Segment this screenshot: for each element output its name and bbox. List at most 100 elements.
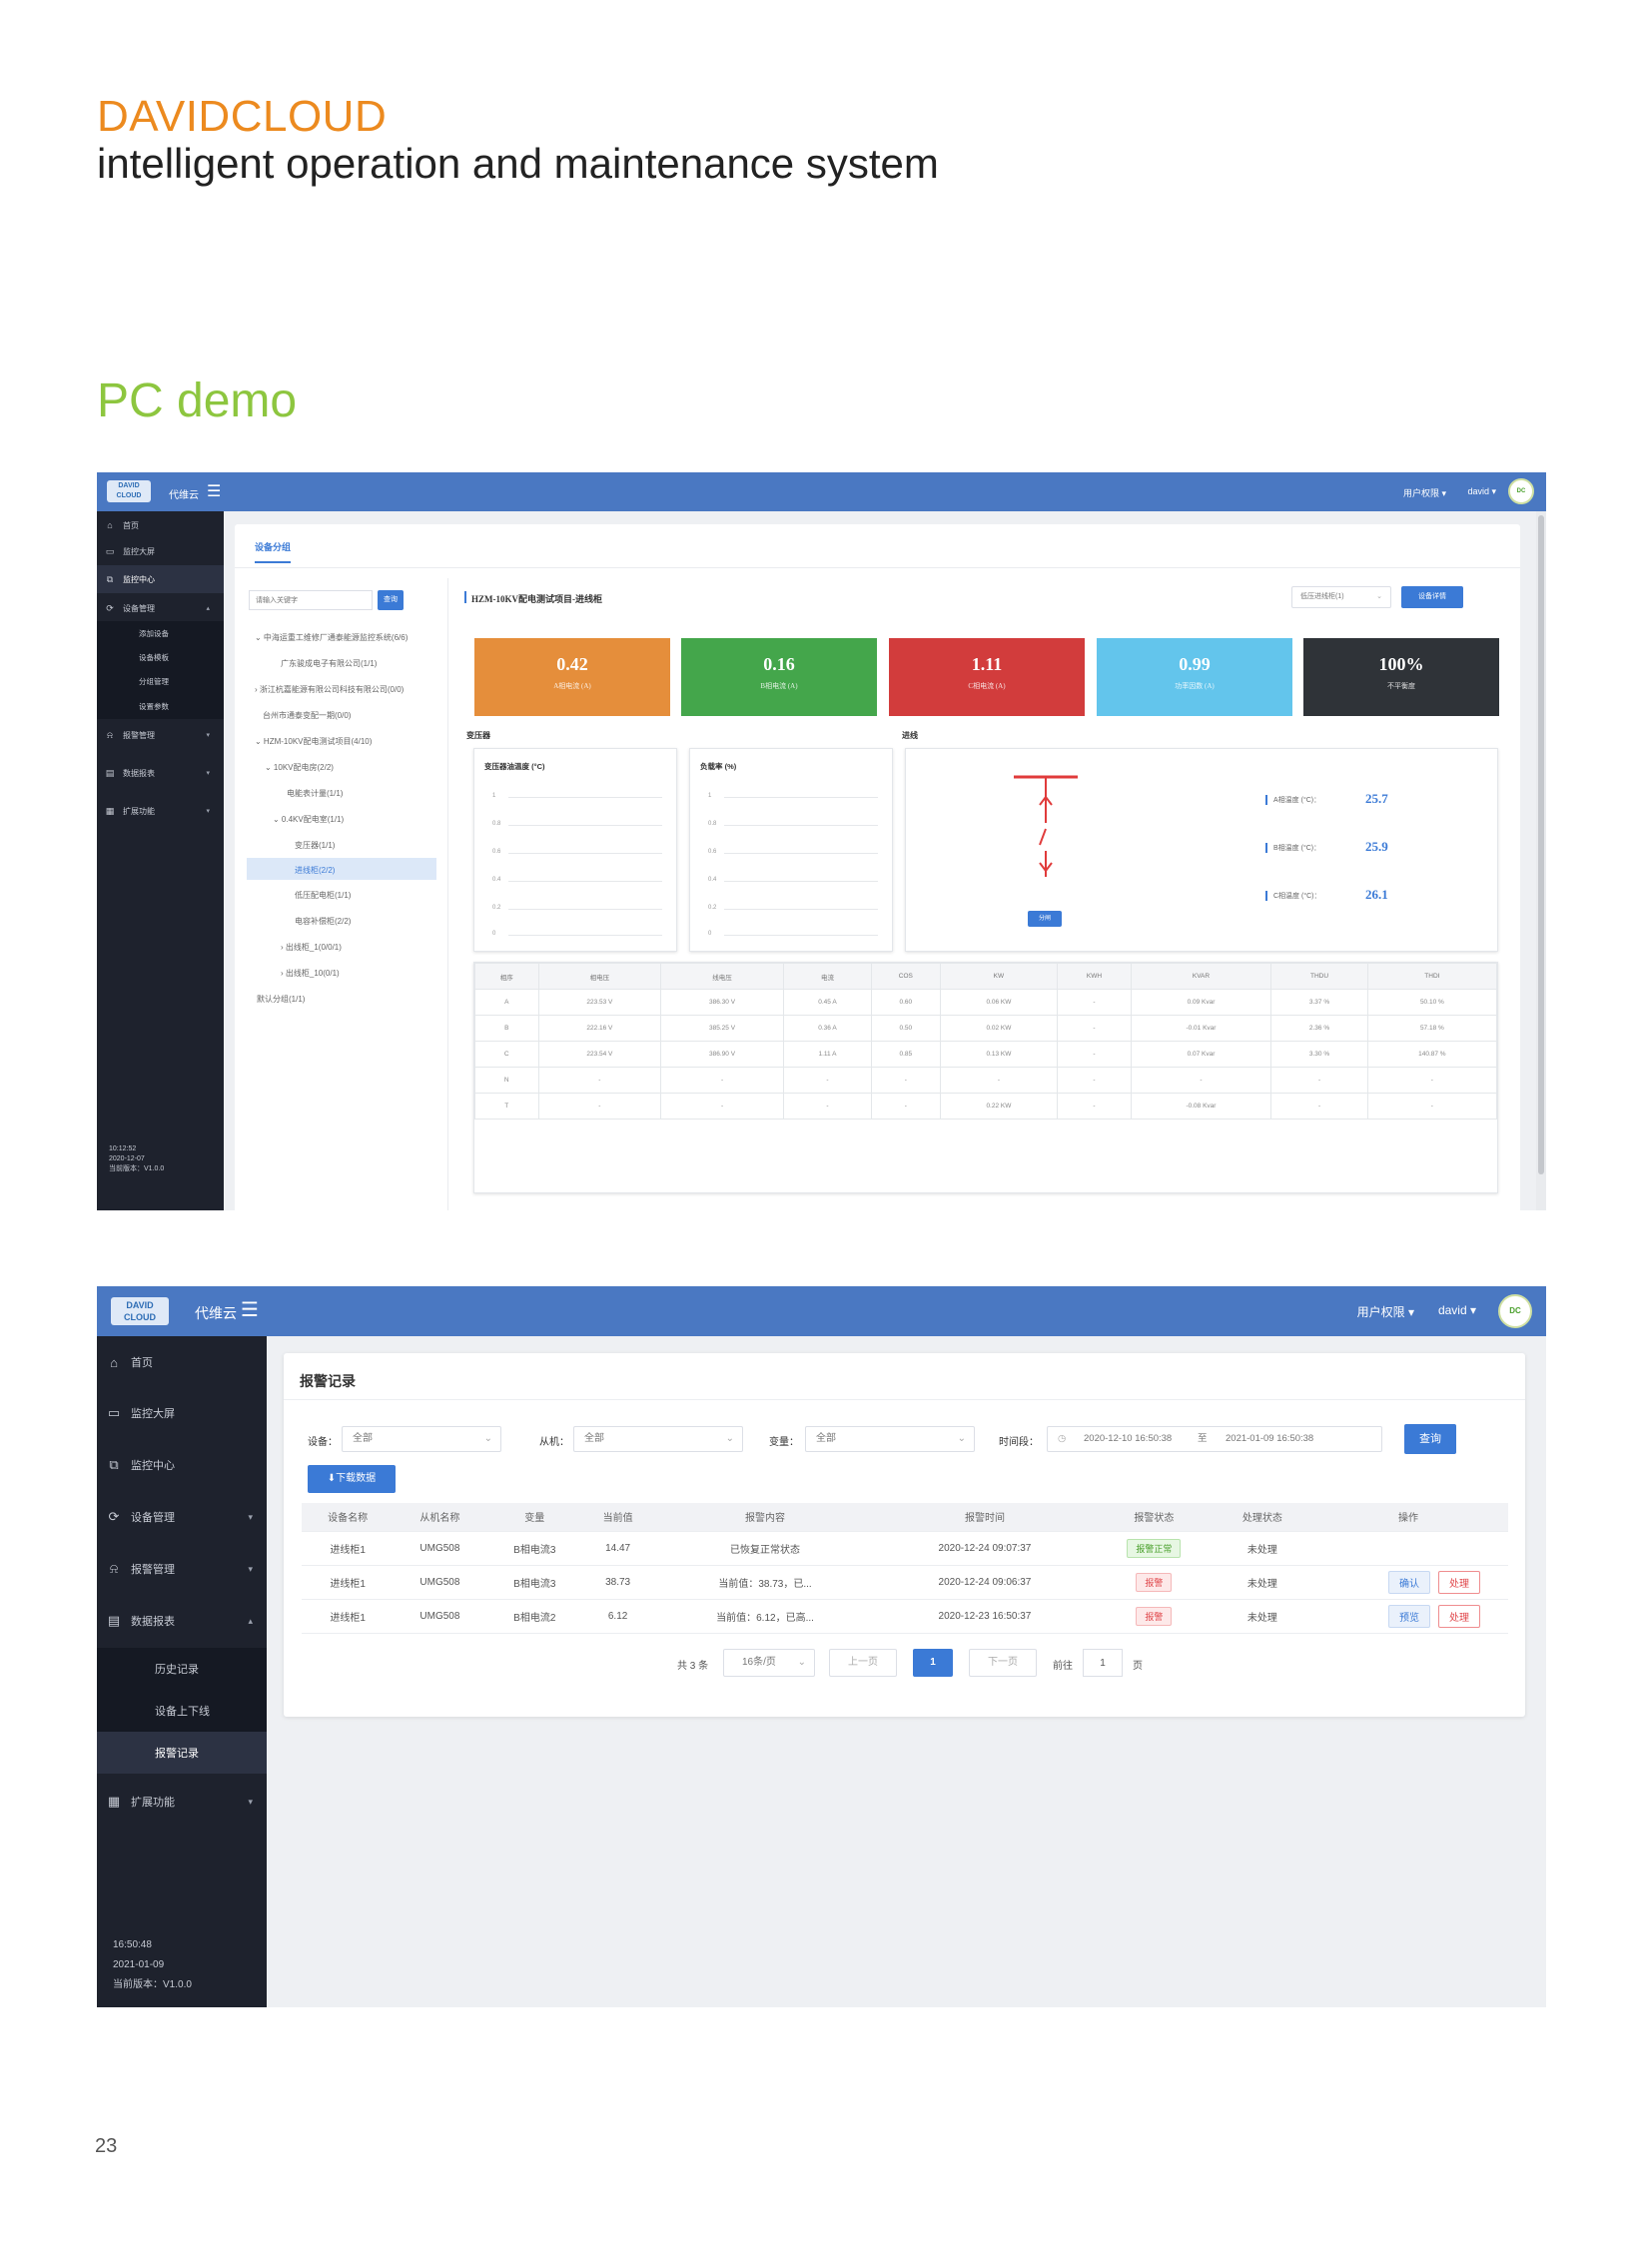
tree-node[interactable]: 低压配电柜(1/1) — [295, 891, 352, 900]
sidebar-sub-group[interactable]: 分组管理 — [97, 669, 224, 693]
sidebar-item-alarms[interactable]: ⍾ 报警管理 ▾ — [97, 1544, 267, 1594]
chevron-down-icon: ⌄ — [725, 1433, 734, 1444]
sidebar-sub-add-device[interactable]: 添加设备 — [97, 621, 224, 645]
sidebar-item-monitor[interactable]: ⧉ 监控中心 — [97, 1440, 267, 1490]
avatar[interactable]: DC — [1508, 478, 1534, 504]
sidebar-item-alarms[interactable]: ⍾ 报警管理 ▾ — [97, 723, 224, 747]
table-cell: 0.07 Kvar — [1130, 1041, 1272, 1068]
sidebar-item-extensions[interactable]: ▦ 扩展功能 ▾ — [97, 1778, 267, 1826]
handle-button[interactable]: 处理 — [1438, 1570, 1480, 1594]
tile-phase-b-current: 0.16 B相电流 (A) — [681, 638, 877, 716]
user-menu[interactable]: david ▾ — [1467, 486, 1496, 496]
tree-node[interactable]: › 出线柜_10(0/1) — [281, 969, 340, 978]
table-header: KVAR — [1130, 963, 1272, 990]
range-separator: 至 — [1198, 1433, 1208, 1444]
scrollbar-thumb[interactable] — [1538, 515, 1544, 1174]
logo[interactable]: DAVID CLOUD — [107, 480, 151, 502]
clock-time: 10:12:52 — [109, 1145, 137, 1152]
tree-node[interactable]: ⌄ 10KV配电房(2/2) — [265, 763, 334, 772]
sidebar-sub-online[interactable]: 设备上下线 — [97, 1690, 267, 1732]
tree-search-input[interactable] — [249, 590, 373, 610]
table-header: KW — [939, 963, 1059, 990]
sidebar-item-home[interactable]: ⌂ 首页 — [97, 513, 224, 537]
sidebar-sub-template[interactable]: 设备模板 — [97, 645, 224, 669]
page-size-select[interactable]: 16条/页 ⌄ — [723, 1649, 815, 1677]
user-permission-menu[interactable]: 用户权限 ▾ — [1402, 488, 1446, 498]
page-button-current[interactable]: 1 — [913, 1649, 953, 1677]
table-cell: 0.85 — [871, 1041, 941, 1068]
table-cell: 223.54 V — [537, 1041, 662, 1068]
tree-node[interactable]: › 浙江杭嘉能源有限公司科技有限公司(0/0) — [255, 685, 405, 694]
table-header: 线电压 — [660, 963, 784, 990]
tree-node[interactable]: ⌄ 0.4KV配电室(1/1) — [273, 815, 345, 824]
download-data-button[interactable]: ⬇下载数据 — [308, 1465, 396, 1493]
table-cell: - — [782, 1067, 873, 1094]
tree-node[interactable]: 台州市通泰变配一期(0/0) — [263, 711, 352, 720]
confirm-button[interactable]: 确认 — [1388, 1570, 1430, 1594]
tab-device-group[interactable]: 设备分组 — [255, 540, 292, 563]
user-menu[interactable]: david ▾ — [1437, 1303, 1476, 1317]
device-filter-select[interactable]: 全部 ⌄ — [342, 1426, 501, 1452]
oil-temp-chart: 变压器油温度 (°C) 1 0.8 0.6 0.4 0.2 0 — [473, 748, 677, 952]
slave-filter-select[interactable]: 全部 ⌄ — [573, 1426, 743, 1452]
query-button[interactable]: 查询 — [1404, 1424, 1456, 1454]
alarm-table: 设备名称 从机名称 变量 当前值 报警内容 报警时间 报警状态 处理状态 操作 … — [302, 1503, 1508, 1634]
chevron-down-icon: ▾ — [206, 808, 210, 815]
tree-node[interactable]: ⌄ HZM-10KV配电测试项目(4/10) — [255, 737, 373, 746]
sidebar-item-devices[interactable]: ⟳ 设备管理 ▴ — [97, 595, 224, 621]
sidebar-item-home[interactable]: ⌂ 首页 — [97, 1338, 267, 1386]
handle-button[interactable]: 处理 — [1438, 1604, 1480, 1628]
y-tick: 0.6 — [492, 849, 501, 855]
tree-node[interactable]: 变压器(1/1) — [295, 841, 336, 850]
sidebar-sub-alarm-records[interactable]: 报警记录 — [97, 1732, 267, 1774]
table-cell: 0.06 KW — [939, 989, 1059, 1016]
tree-node[interactable]: 广东骏成电子有限公司(1/1) — [281, 659, 378, 668]
tree-node[interactable]: › 出线柜_1(0/0/1) — [281, 943, 342, 952]
time-range-picker[interactable]: ◷ 2020-12-10 16:50:38 至 2021-01-09 16:50… — [1047, 1426, 1382, 1452]
sidebar-item-extensions[interactable]: ▦ 扩展功能 ▾ — [97, 799, 224, 823]
table-cell: - — [1057, 1041, 1132, 1068]
sidebar-item-reports[interactable]: ▤ 数据报表 ▴ — [97, 1596, 267, 1646]
prev-page-button[interactable]: 上一页 — [829, 1649, 897, 1677]
table-header: 报警内容 — [652, 1503, 878, 1532]
tree-node[interactable]: ⌄ 中海运重工维修厂通泰能源监控系统(6/6) — [255, 633, 409, 642]
table-cell: - — [939, 1067, 1059, 1094]
scrollbar[interactable] — [1536, 511, 1546, 1210]
end-time[interactable]: 2021-01-09 16:50:38 — [1226, 1433, 1314, 1444]
bell-icon: ⍾ — [107, 729, 113, 740]
panel-title-marker — [464, 591, 466, 603]
user-permission-menu[interactable]: 用户权限 ▾ — [1356, 1305, 1414, 1319]
sidebar-item-reports[interactable]: ▤ 数据报表 ▾ — [97, 761, 224, 785]
table-row: C 223.54 V 386.90 V 1.11 A 0.85 0.13 KW -0.07 … — [474, 1041, 1498, 1068]
hamburger-icon[interactable]: ☰ — [207, 483, 222, 500]
start-time[interactable]: 2020-12-10 16:50:38 — [1084, 1433, 1173, 1444]
logo[interactable]: DAVID CLOUD — [111, 1297, 169, 1325]
variable-filter-select[interactable]: 全部 ⌄ — [805, 1426, 975, 1452]
sidebar-item-devices[interactable]: ⟳ 设备管理 ▾ — [97, 1492, 267, 1542]
section-title: PC demo — [97, 374, 298, 427]
tree-node[interactable]: 电能表计量(1/1) — [287, 789, 344, 798]
status-cell: 报警 — [1092, 1565, 1217, 1600]
breaker-open-button[interactable]: 分闸 — [1028, 911, 1062, 927]
settings-icon: ⟳ — [108, 1509, 120, 1524]
tree-node-selected[interactable]: 进线柜(2/2) — [295, 866, 336, 875]
tree-node[interactable]: 电容补偿柜(2/2) — [295, 917, 352, 926]
confirm-button[interactable]: 预览 — [1388, 1604, 1430, 1628]
goto-page-input[interactable] — [1083, 1649, 1123, 1677]
tree-node[interactable]: 默认分组(1/1) — [257, 995, 306, 1004]
sidebar-item-monitor[interactable]: ⧉ 监控中心 — [97, 565, 224, 593]
table-header: 当前值 — [583, 1503, 653, 1532]
cabinet-select[interactable]: 低压进线柜(1) ⌄ — [1291, 586, 1391, 608]
avatar[interactable]: DC — [1498, 1294, 1532, 1328]
sidebar-item-screen[interactable]: ▭ 监控大屏 — [97, 539, 224, 563]
device-detail-button[interactable]: 设备详情 — [1401, 586, 1463, 608]
tree-search-button[interactable]: 查询 — [378, 590, 404, 610]
table-header: 操作 — [1308, 1503, 1508, 1532]
next-page-button[interactable]: 下一页 — [969, 1649, 1037, 1677]
sidebar-sub-history[interactable]: 历史记录 — [97, 1648, 267, 1690]
hamburger-icon[interactable]: ☰ — [241, 1299, 259, 1321]
sidebar-item-screen[interactable]: ▭ 监控大屏 — [97, 1388, 267, 1438]
sidebar-sub-params[interactable]: 设置参数 — [97, 693, 224, 719]
page-number: 23 — [95, 2135, 118, 2157]
chevron-down-icon: ⌄ — [1376, 593, 1382, 600]
